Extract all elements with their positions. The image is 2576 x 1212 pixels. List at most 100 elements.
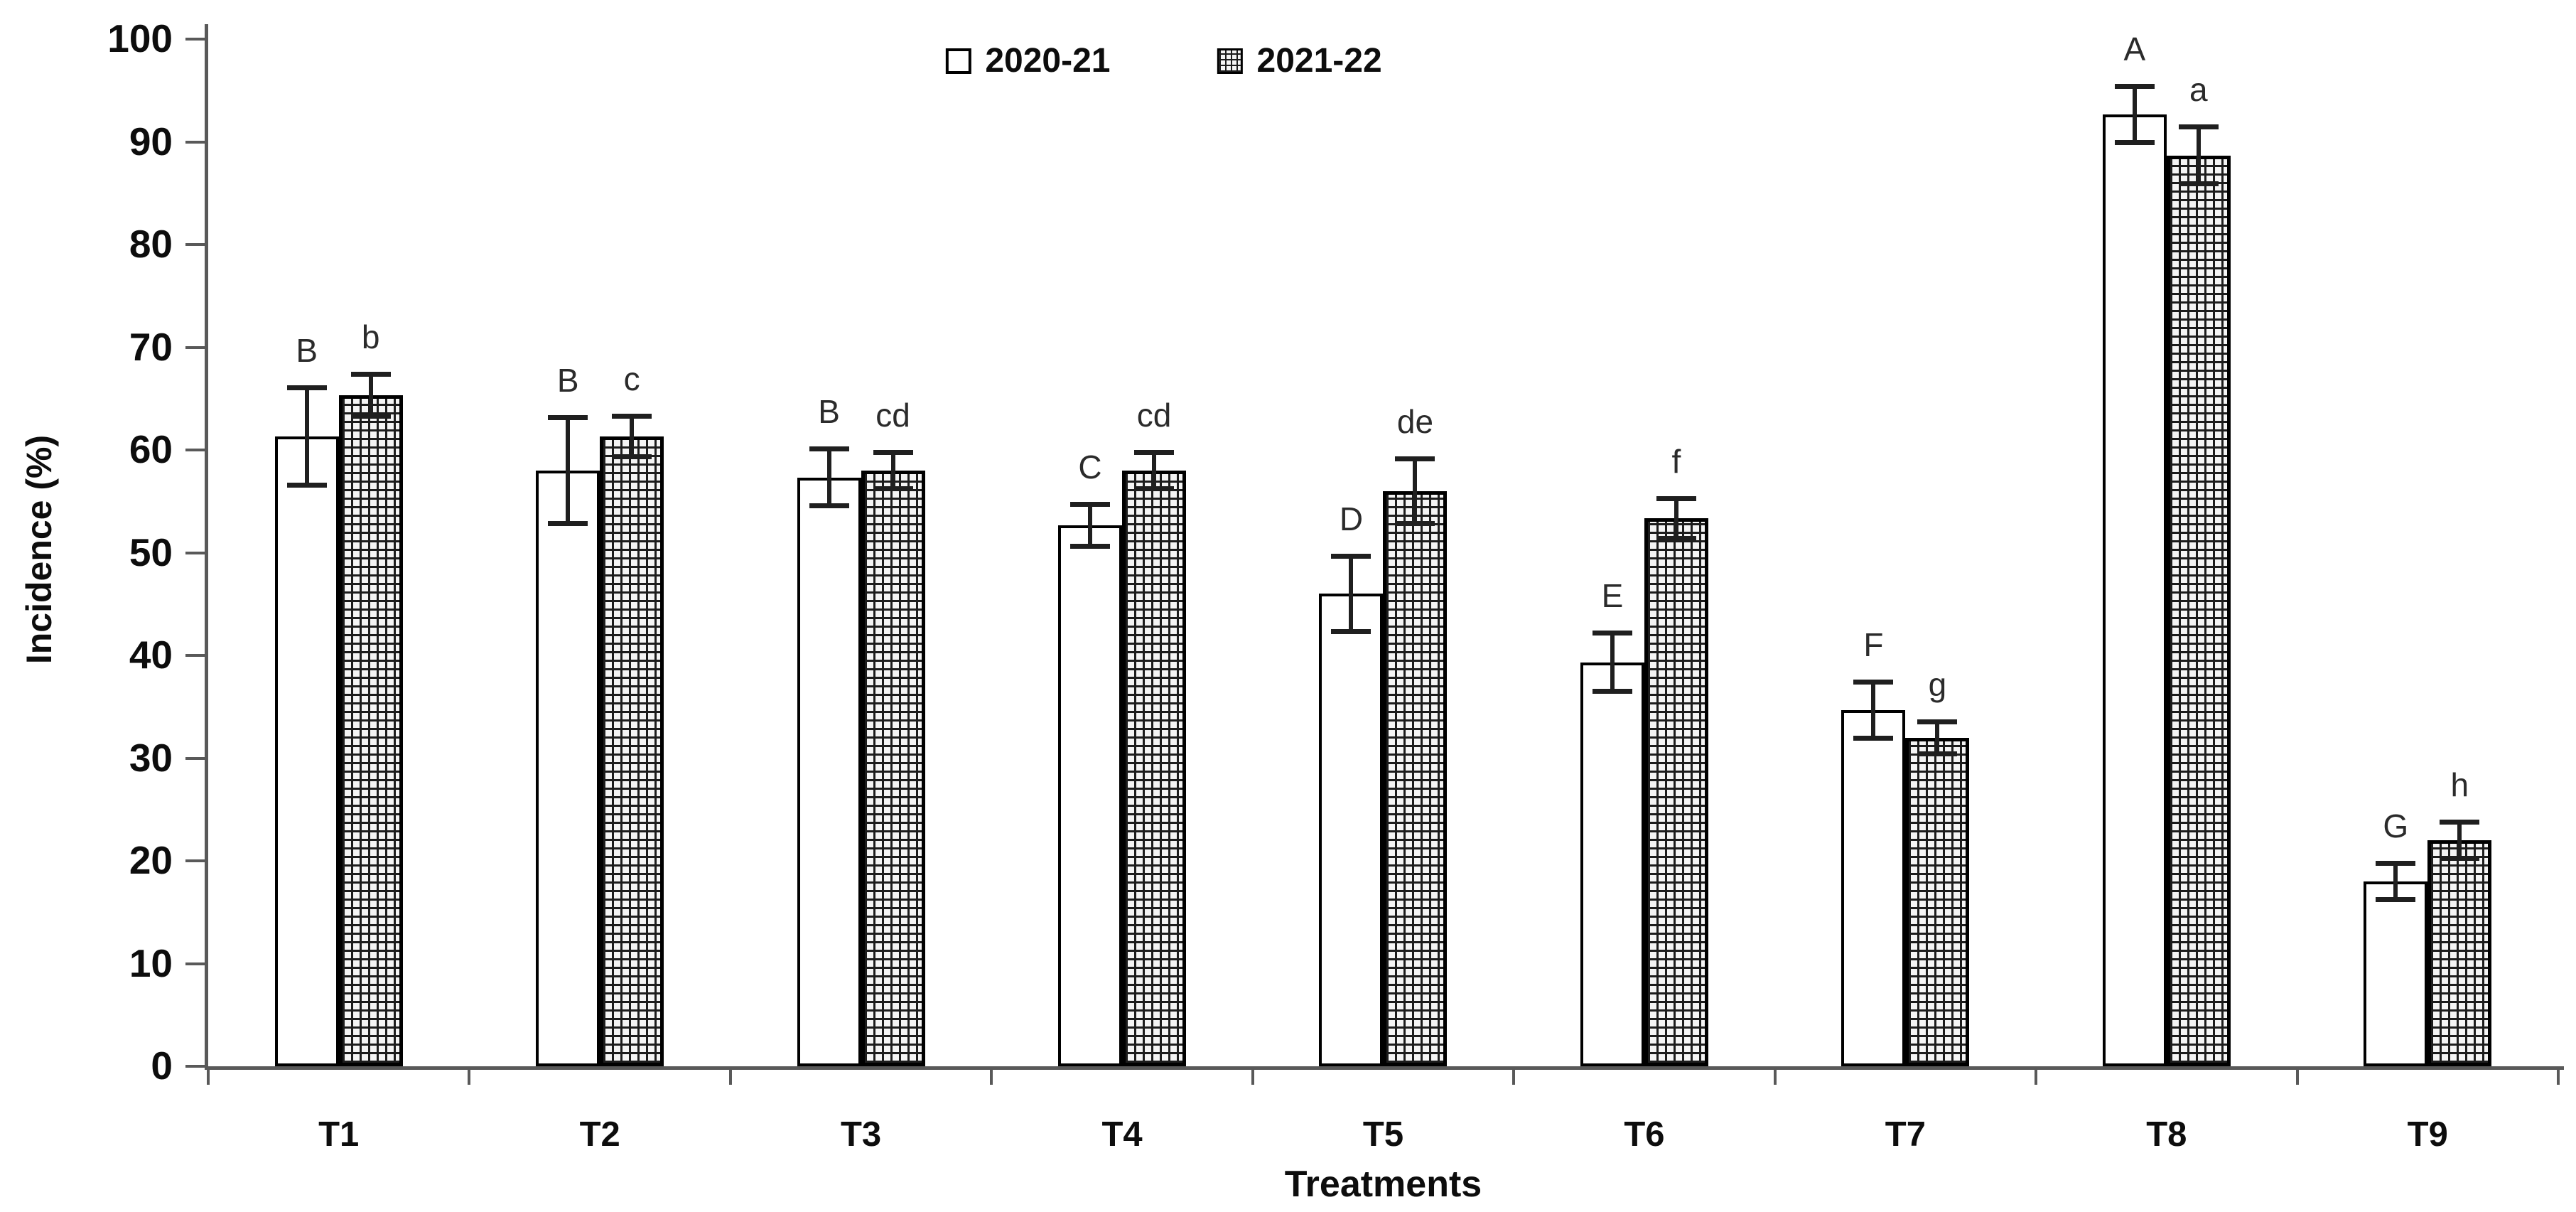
y-tick-label-100: 100: [107, 16, 173, 60]
error-bar-line: [566, 414, 571, 526]
x-tick-6: [1773, 1066, 1777, 1085]
error-bar-line: [2196, 124, 2201, 187]
significance-letter-T9-2021-22: h: [2450, 766, 2469, 804]
error-bar-cap-bottom: [1134, 486, 1175, 491]
significance-letter-T4-2020-21: C: [1078, 448, 1102, 486]
error-bar-cap-top: [612, 414, 652, 419]
bar-T8-2020-21: [2102, 114, 2167, 1066]
category-label-T6: T6: [1624, 1115, 1665, 1154]
error-bar-T1-2021-22: [350, 371, 391, 419]
significance-letter-T3-2020-21: B: [818, 393, 840, 431]
significance-letter-T3-2021-22: cd: [875, 397, 910, 434]
bar-T9-2020-21: [2364, 881, 2428, 1066]
bar-T2-2020-21: [536, 470, 600, 1066]
error-bar-T5-2021-22: [1395, 456, 1435, 526]
error-bar-T5-2020-21: [1331, 553, 1371, 634]
error-bar-line: [1674, 495, 1678, 542]
category-label-T8: T8: [2146, 1115, 2187, 1154]
error-bar-line: [1610, 630, 1615, 695]
x-tick-7: [2035, 1066, 2038, 1085]
error-bar-cap-bottom: [2376, 896, 2416, 902]
y-tick-10: [185, 962, 205, 965]
error-bar-T9-2020-21: [2376, 861, 2416, 902]
legend-item-2020-21: 2020-21: [945, 41, 1111, 80]
bar-T1-2021-22: [338, 395, 403, 1066]
legend-swatch-2020-21: [945, 48, 971, 74]
legend-swatch-2021-22: [1217, 48, 1243, 74]
error-bar-line: [1152, 450, 1157, 491]
error-bar-T6-2020-21: [1592, 630, 1632, 695]
y-tick-label-0: 0: [151, 1044, 173, 1088]
x-tick-3: [990, 1066, 993, 1085]
error-bar-T9-2021-22: [2440, 820, 2480, 861]
error-bar-cap-bottom: [286, 483, 327, 488]
y-tick-label-40: 40: [129, 633, 173, 677]
error-bar-cap-top: [1331, 553, 1371, 559]
error-bar-line: [630, 414, 635, 459]
error-bar-cap-bottom: [548, 520, 588, 526]
y-tick-label-50: 50: [129, 530, 173, 574]
error-bar-line: [368, 371, 373, 419]
error-bar-line: [304, 385, 309, 488]
x-tick-9: [2557, 1066, 2560, 1085]
y-tick-label-30: 30: [129, 735, 173, 780]
bar-T6-2020-21: [1580, 662, 1644, 1066]
y-tick-70: [185, 345, 205, 349]
error-bar-cap-top: [1656, 495, 1696, 501]
error-bar-T2-2020-21: [548, 414, 588, 526]
bar-T4-2021-22: [1122, 470, 1187, 1066]
error-bar-cap-bottom: [1395, 520, 1435, 526]
error-bar-T7-2021-22: [1917, 719, 1958, 756]
y-tick-label-70: 70: [129, 324, 173, 369]
significance-letter-T5-2021-22: de: [1396, 402, 1434, 440]
error-bar-cap-top: [1853, 679, 1894, 685]
y-tick-20: [185, 859, 205, 862]
error-bar-line: [1935, 719, 1940, 756]
bar-T3-2020-21: [797, 477, 861, 1066]
x-tick-0: [207, 1066, 210, 1085]
error-bar-T7-2020-21: [1853, 679, 1894, 741]
error-bar-cap-bottom: [1917, 751, 1958, 756]
y-tick-0: [185, 1065, 205, 1068]
error-bar-T8-2020-21: [2114, 83, 2155, 146]
y-tick-30: [185, 756, 205, 760]
bar-T7-2020-21: [1841, 710, 1906, 1066]
error-bar-cap-bottom: [2114, 140, 2155, 146]
legend-label-2021-22: 2021-22: [1256, 42, 1382, 80]
bar-T3-2021-22: [861, 470, 925, 1066]
error-bar-T4-2021-22: [1134, 450, 1175, 491]
y-tick-50: [185, 551, 205, 554]
y-tick-label-90: 90: [129, 119, 173, 163]
error-bar-cap-top: [873, 450, 913, 456]
bar-T2-2021-22: [600, 436, 664, 1066]
error-bar-cap-top: [2114, 83, 2155, 89]
error-bar-T3-2021-22: [873, 450, 913, 491]
category-label-T4: T4: [1101, 1115, 1143, 1154]
category-label-T2: T2: [579, 1115, 620, 1154]
x-tick-1: [468, 1066, 471, 1085]
error-bar-cap-bottom: [2440, 856, 2480, 861]
y-axis-line: [205, 24, 208, 1068]
error-bar-cap-top: [1395, 456, 1435, 461]
x-axis-line: [205, 1066, 2564, 1070]
error-bar-cap-top: [2440, 820, 2480, 825]
error-bar-T3-2020-21: [809, 446, 849, 508]
error-bar-cap-top: [1134, 450, 1175, 456]
error-bar-cap-bottom: [350, 414, 391, 419]
error-bar-T2-2021-22: [612, 414, 652, 459]
bar-T7-2021-22: [1905, 737, 1970, 1066]
significance-letter-T5-2020-21: D: [1339, 500, 1364, 537]
category-label-T9: T9: [2407, 1115, 2448, 1154]
error-bar-cap-top: [1070, 501, 1111, 507]
error-bar-line: [1088, 501, 1093, 549]
error-bar-line: [2457, 820, 2462, 861]
error-bar-cap-bottom: [1592, 689, 1632, 695]
error-bar-cap-top: [2178, 124, 2219, 130]
legend-label-2020-21: 2020-21: [985, 42, 1111, 80]
error-bar-cap-bottom: [612, 454, 652, 459]
